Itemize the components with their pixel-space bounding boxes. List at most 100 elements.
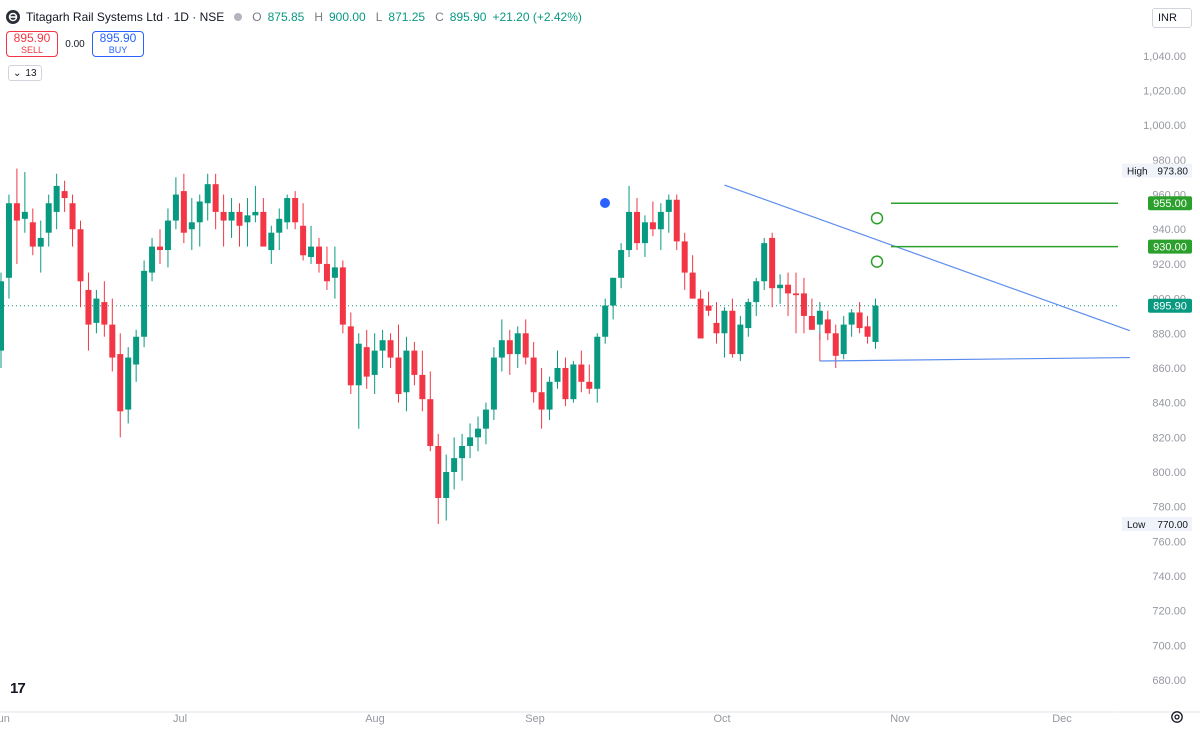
y-tick-label: 760.00: [1152, 536, 1186, 548]
buy-button[interactable]: 895.90 BUY: [92, 31, 144, 57]
candle-body: [300, 225, 307, 256]
candle-body: [172, 194, 179, 221]
candle-body: [634, 211, 640, 244]
candle-body: [475, 428, 481, 438]
candle-body: [180, 191, 187, 233]
candle-body: [546, 381, 553, 410]
y-tick-label: 820.00: [1152, 432, 1186, 444]
x-tick-label: Sep: [525, 713, 545, 725]
spread-value: 0.00: [65, 38, 85, 50]
candle-body: [459, 445, 466, 459]
candle-body: [308, 246, 315, 257]
candle-body: [316, 246, 322, 264]
candle-body: [347, 326, 354, 386]
candle-body: [785, 284, 792, 294]
candle-body: [490, 357, 497, 410]
change-value: +21.20 (+2.42%): [492, 10, 582, 24]
currency-selector[interactable]: INR: [1152, 8, 1192, 28]
indicators-toggle[interactable]: ⌄ 13: [8, 65, 42, 81]
candle-body: [355, 343, 362, 386]
candle-body: [721, 310, 728, 334]
open-value: 875.85: [267, 10, 305, 24]
candle-body: [125, 357, 132, 410]
buy-price: 895.90: [99, 30, 137, 45]
candle-body: [705, 305, 712, 311]
candle-body: [196, 201, 203, 223]
candle-body: [228, 211, 235, 221]
candle-body: [395, 357, 402, 394]
x-tick-label: Jul: [173, 713, 187, 725]
candle-body: [570, 364, 577, 400]
low-label: L: [375, 10, 383, 24]
last-price-tag: [1148, 298, 1192, 313]
candle-body: [101, 302, 108, 325]
candle-body: [777, 284, 784, 289]
candle-body: [109, 324, 116, 358]
candle-body: [188, 222, 195, 230]
candle-body: [69, 203, 76, 230]
tradingview-logo-icon: 17: [10, 680, 26, 697]
trendline: [819, 356, 1130, 362]
candle-body: [793, 293, 799, 296]
candle-body: [522, 333, 529, 358]
candle-body: [713, 322, 720, 334]
buy-label: BUY: [108, 44, 128, 55]
symbol-title[interactable]: Titagarh Rail Systems Ltd · 1D · NSE: [26, 10, 225, 24]
y-tick-label: 1,020.00: [1143, 86, 1186, 98]
alert-price-label: 955.00: [1153, 198, 1187, 210]
alert-clock-icon: [870, 211, 884, 225]
candle-body: [323, 263, 330, 282]
candle-body: [514, 333, 521, 355]
gear-icon[interactable]: [1170, 710, 1184, 724]
candle-body: [538, 392, 545, 410]
y-tick-label: 860.00: [1152, 363, 1186, 375]
candle-body: [832, 333, 839, 356]
candle-body: [363, 347, 370, 377]
candle-body: [872, 305, 879, 342]
candle-body: [562, 367, 569, 400]
candle-body: [419, 374, 426, 400]
y-tick-label: 800.00: [1152, 467, 1186, 479]
candle-body: [0, 281, 4, 351]
candle-body: [745, 302, 752, 329]
candle-body: [753, 281, 760, 303]
candle-body: [252, 211, 259, 216]
candle-body: [689, 272, 696, 299]
low-marker-label: Low: [1127, 520, 1146, 531]
candle-body: [236, 211, 243, 226]
candle-body: [339, 267, 346, 325]
candle-body: [641, 222, 648, 244]
candle-body: [435, 445, 442, 499]
sell-button[interactable]: 895.90 SELL: [6, 31, 58, 57]
y-tick-label: 700.00: [1152, 640, 1186, 652]
y-tick-label: 1,040.00: [1143, 51, 1186, 63]
candle-body: [220, 211, 227, 221]
candle-body: [824, 319, 831, 334]
candle-body: [379, 340, 386, 351]
candle-body: [53, 185, 60, 212]
candle-body: [292, 198, 299, 223]
candle-body: [816, 310, 823, 325]
y-tick-label: 940.00: [1152, 224, 1186, 236]
candle-body: [37, 237, 44, 247]
x-tick-label: Oct: [713, 713, 730, 725]
y-tick-label: 880.00: [1152, 328, 1186, 340]
candle-body: [848, 312, 855, 325]
candle-body: [729, 310, 736, 355]
sell-price: 895.90: [13, 30, 51, 45]
candle-body: [85, 289, 92, 325]
candle-body: [864, 326, 871, 337]
candle-body: [506, 340, 513, 355]
candle-body: [133, 336, 140, 365]
low-value: 871.25: [388, 10, 426, 24]
candle-body: [93, 298, 100, 323]
candle-body: [260, 211, 267, 247]
candle-body: [681, 241, 688, 273]
candle-body: [856, 312, 863, 329]
candle-body: [530, 357, 537, 393]
alert-price-label: 930.00: [1153, 242, 1187, 254]
high-label: H: [314, 10, 323, 24]
candle-body: [204, 184, 211, 204]
candle-body: [244, 215, 251, 223]
